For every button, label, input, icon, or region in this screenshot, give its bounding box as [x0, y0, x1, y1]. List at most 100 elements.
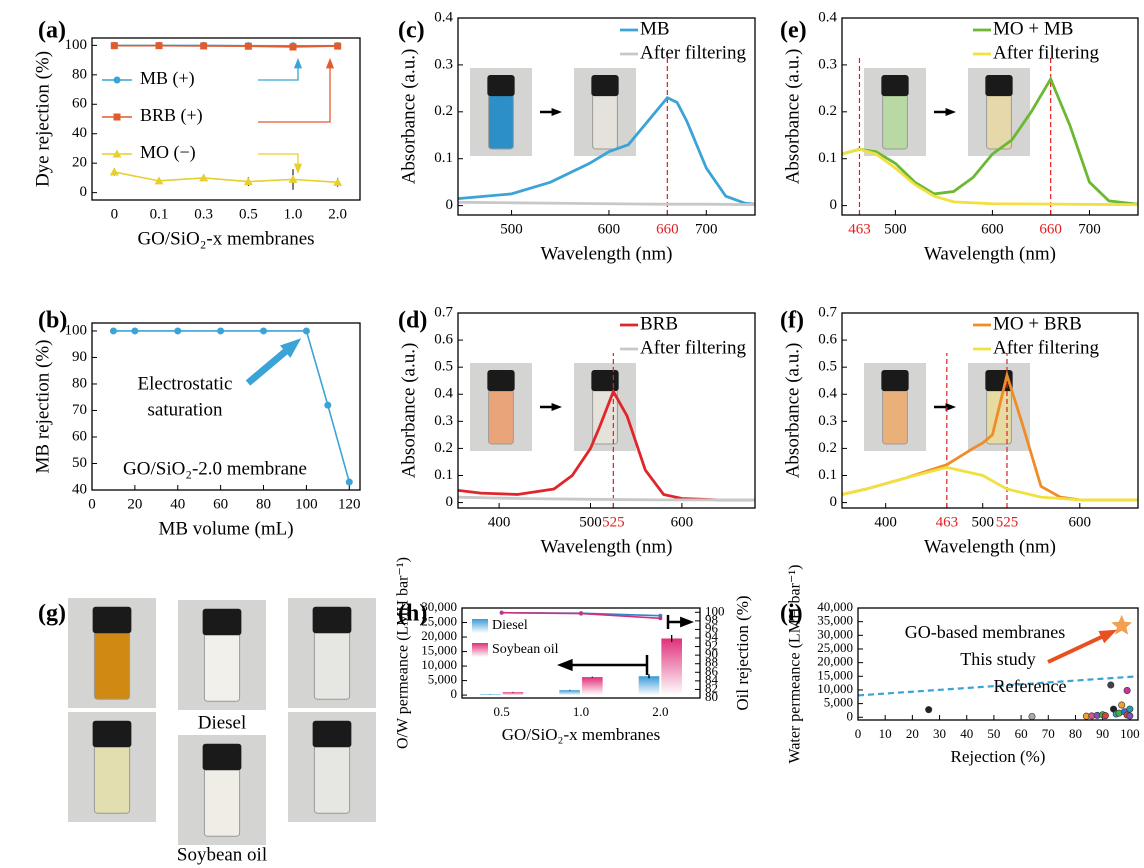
- series-line: [114, 44, 338, 48]
- arrow-line: [258, 64, 299, 81]
- marker: [925, 706, 933, 714]
- y-tick-label: 90: [72, 349, 87, 365]
- y-tick-label: 40: [72, 481, 87, 497]
- arrow-head: [293, 58, 303, 69]
- marker: [345, 478, 353, 486]
- marker: [289, 43, 297, 51]
- x-tick-label: 0: [855, 726, 862, 741]
- y-tick-label: 20,000: [421, 628, 457, 643]
- y-tick-label: 60: [72, 96, 87, 112]
- marker: [1028, 712, 1036, 720]
- x-tick-label: 1.0: [284, 206, 303, 222]
- series-line: [457, 495, 755, 502]
- vial-glass: [203, 632, 241, 702]
- bar: [582, 677, 603, 696]
- y-tick-label: 5,000: [824, 695, 853, 710]
- x-tick-label: 600: [1069, 514, 1092, 530]
- y-tick-label: 5,000: [428, 672, 457, 687]
- x-tick-label: 30: [933, 726, 946, 741]
- series-line: [841, 147, 1139, 207]
- y-tick-label: 0: [451, 686, 458, 701]
- marker: [199, 173, 209, 182]
- plot-frame: [91, 37, 361, 201]
- x-tick-label: 500: [579, 514, 602, 530]
- x-tick-label: 700: [1078, 221, 1101, 237]
- marker: [334, 42, 342, 50]
- vial-cap: [881, 75, 909, 97]
- y-tick-label: 15,000: [817, 667, 853, 682]
- x-tick-label: 660: [656, 221, 679, 237]
- y-tick-label: 0.5: [818, 359, 837, 375]
- x-tick-label: 400: [874, 514, 897, 530]
- marker: [113, 76, 121, 84]
- y2-tick-label: 100: [705, 603, 725, 618]
- marker: [658, 616, 663, 621]
- legend-label: BRB (+): [140, 105, 203, 126]
- y2-tick-label: 86: [705, 663, 719, 678]
- y-tick-label: 0.6: [818, 332, 837, 348]
- x-tick-label: 0.3: [194, 206, 213, 222]
- vial-cap: [881, 370, 909, 392]
- vial-cap: [312, 720, 352, 748]
- vial-glass: [203, 767, 241, 837]
- bar: [502, 692, 524, 696]
- x-tick-label: 463: [848, 221, 871, 237]
- x-tick-label: 2.0: [328, 206, 347, 222]
- panel-label: (e): [780, 18, 807, 44]
- x-tick-label: 100: [1120, 726, 1140, 741]
- y-tick-label: 0.1: [818, 150, 837, 166]
- arrow-head: [280, 338, 302, 358]
- series-line: [841, 465, 1138, 502]
- x-tick-label: 600: [671, 514, 694, 530]
- marker: [1123, 686, 1131, 694]
- series-line: [457, 388, 755, 502]
- y-tick-label: 0.2: [818, 440, 837, 456]
- x-tick-label: 660: [1039, 221, 1062, 237]
- x-tick-label: 0: [111, 206, 119, 222]
- marker: [200, 42, 208, 50]
- arrow-line: [258, 153, 299, 168]
- y-tick-label: 0: [446, 494, 454, 510]
- vial-glass: [882, 93, 908, 150]
- marker: [1107, 681, 1115, 689]
- plot-frame: [91, 322, 361, 491]
- y-tick-label: 30,000: [817, 626, 853, 641]
- vial-cap: [591, 75, 619, 97]
- marker: [109, 167, 119, 176]
- x-tick-label: 40: [170, 496, 185, 512]
- marker: [288, 174, 298, 183]
- legend-label: After filtering: [640, 337, 747, 358]
- x-axis-label: Rejection (%): [951, 747, 1046, 766]
- y-tick-label: 40,000: [817, 599, 853, 614]
- plot-frame: [457, 17, 756, 216]
- x-axis-label: Wavelength (nm): [541, 536, 673, 557]
- y-tick-label: 0.2: [434, 440, 453, 456]
- y2-tick-label: 92: [705, 638, 718, 653]
- legend-label: Soybean oil: [492, 642, 559, 657]
- x-tick-label: 0.1: [150, 206, 169, 222]
- x-tick-label: 525: [996, 514, 1019, 530]
- arrow-head: [551, 402, 562, 412]
- marker: [154, 176, 164, 185]
- marker: [110, 42, 118, 50]
- y-axis-label: Dye rejection (%): [32, 51, 53, 187]
- marker: [243, 177, 253, 186]
- x-tick-label: 40: [960, 726, 973, 741]
- marker: [217, 327, 225, 335]
- y-axis-label: O/W permeance (LMH bar⁻¹): [395, 557, 412, 749]
- vial-cap: [312, 606, 352, 634]
- y2-tick-label: 88: [705, 655, 718, 670]
- vial-cap: [202, 608, 242, 636]
- marker: [579, 611, 583, 616]
- x-tick-label: 1.0: [573, 704, 589, 719]
- arrow-line: [258, 64, 331, 123]
- arrow-head: [945, 107, 956, 117]
- arrow-head: [680, 616, 694, 628]
- y-tick-label: 0.1: [434, 150, 453, 166]
- y2-tick-label: 98: [705, 612, 718, 627]
- panel-label: (h): [398, 601, 427, 627]
- x-tick-label: 2.0: [652, 704, 668, 719]
- y-tick-label: 20: [72, 155, 87, 171]
- y2-tick-label: 96: [705, 620, 719, 635]
- marker: [112, 149, 122, 158]
